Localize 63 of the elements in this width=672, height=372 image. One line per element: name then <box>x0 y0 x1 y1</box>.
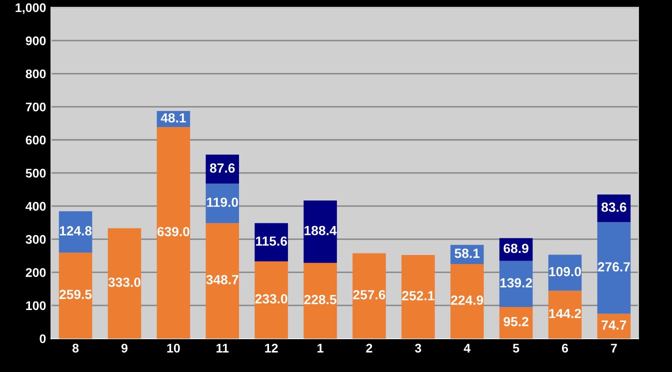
y-tick-label: 200 <box>26 268 46 277</box>
y-tick-label: 1,000 <box>16 3 46 14</box>
bar <box>597 222 631 314</box>
data-label: 228.5 <box>304 294 336 304</box>
data-label: 124.8 <box>60 226 92 236</box>
y-tick-label: 600 <box>26 136 46 145</box>
data-label: 48.1 <box>160 113 186 123</box>
bar <box>108 228 142 339</box>
data-label: 348.7 <box>206 274 238 284</box>
x-tick-label: 6 <box>562 344 568 353</box>
y-tick-label: 0 <box>40 334 46 344</box>
data-label: 95.2 <box>504 316 528 326</box>
y-tick-label: 500 <box>26 168 46 178</box>
data-label: 119.0 <box>207 198 238 207</box>
data-label: 333.0 <box>108 278 140 287</box>
bar <box>206 154 240 184</box>
data-label: 188.4 <box>304 226 337 236</box>
y-tick-label: 900 <box>26 36 46 46</box>
x-tick-label: 9 <box>121 344 128 353</box>
data-label: 74.7 <box>602 320 626 330</box>
bar <box>304 262 337 339</box>
bar <box>58 252 92 339</box>
data-label: 259.5 <box>59 290 92 300</box>
bar <box>156 126 190 339</box>
data-label: 233.0 <box>255 294 288 304</box>
data-label: 115.6 <box>256 236 287 246</box>
data-label: 87.6 <box>210 163 235 173</box>
bar <box>402 255 435 339</box>
bar <box>450 264 484 339</box>
data-label: 68.9 <box>504 244 528 254</box>
x-tick-label: 3 <box>414 344 422 353</box>
x-tick-label: 11 <box>216 344 229 352</box>
x-tick-label: 8 <box>72 344 79 353</box>
data-label: 109.0 <box>549 266 581 276</box>
x-tick-label: 5 <box>512 344 520 353</box>
x-tick-label: 10 <box>167 344 180 353</box>
y-tick-label: 100 <box>26 301 46 310</box>
data-label: 139.2 <box>500 278 532 288</box>
bar <box>254 261 288 339</box>
data-label: 224.9 <box>451 295 484 305</box>
x-tick-label: 2 <box>366 344 372 352</box>
data-label: 252.1 <box>402 290 434 300</box>
y-tick-label: 400 <box>26 202 46 211</box>
y-tick-label: 800 <box>26 69 46 78</box>
data-label: 58.1 <box>454 248 480 258</box>
bar <box>254 223 288 262</box>
x-tick-label: 1 <box>318 344 324 352</box>
bar <box>206 223 240 339</box>
y-tick-label: 700 <box>26 102 46 112</box>
x-tick-label: 7 <box>610 344 617 352</box>
bar <box>352 253 386 339</box>
bar <box>304 200 337 263</box>
data-label: 639.0 <box>157 226 190 236</box>
data-label: 257.6 <box>353 290 386 300</box>
bar <box>499 260 533 307</box>
data-label: 144.2 <box>549 308 581 318</box>
y-tick-label: 300 <box>26 234 46 244</box>
x-tick-label: 12 <box>265 344 278 352</box>
bar <box>548 290 582 339</box>
x-tick-label: 4 <box>464 344 471 352</box>
data-label: 83.6 <box>602 202 626 212</box>
bar <box>206 184 240 224</box>
data-label: 276.7 <box>598 262 630 272</box>
